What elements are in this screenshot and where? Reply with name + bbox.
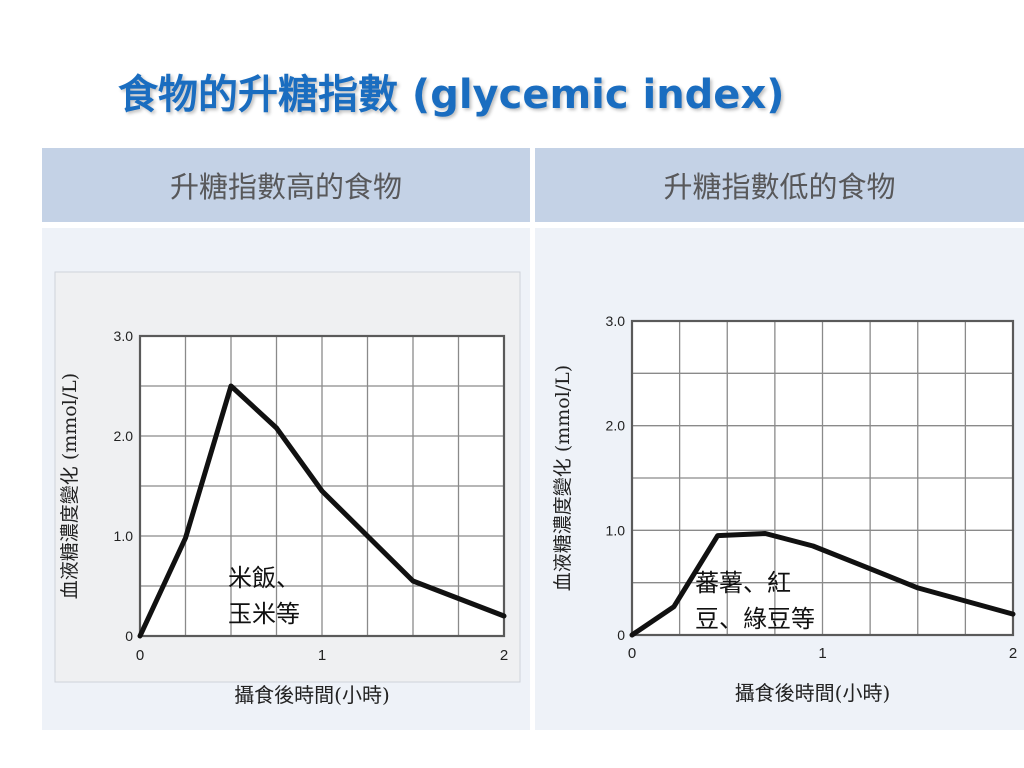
series-line — [137, 383, 507, 639]
y-tick-label: 0 — [617, 627, 625, 643]
y-axis-label: 血液糖濃度變化 (mmol/L) — [59, 373, 81, 599]
slide-title: 食物的升糖指數 (glycemic index) — [118, 72, 785, 118]
y-tick-label: 3.0 — [114, 328, 134, 344]
plot-border — [138, 334, 506, 638]
x-tick-label: 0 — [136, 647, 144, 664]
y-axis-label: 血液糖濃度變化 (mmol/L) — [552, 365, 574, 591]
column-header-low-gi: 升糖指數低的食物 — [535, 148, 1024, 222]
y-tick-label: 0 — [125, 628, 133, 644]
chart-high-gi: 0 1.0 2.0 3.0 0 1 2 血液糖濃度變化 (mmol/L) 攝食後時間(小時) 米飯… — [54, 271, 521, 707]
x-tick-label: 2 — [500, 647, 508, 664]
y-tick-label: 1.0 — [606, 522, 626, 538]
y-tick-label: 2.0 — [606, 418, 626, 434]
x-axis-label: 攝食後時間(小時) — [234, 683, 390, 707]
x-axis-label: 攝食後時間(小時) — [735, 681, 891, 705]
column-header-high-gi: 升糖指數高的食物 — [42, 148, 530, 222]
x-tick-label: 0 — [628, 645, 636, 662]
food-annotation: 米飯、 — [228, 564, 300, 592]
plot-border — [630, 319, 1015, 637]
chart-low-gi: 0 1.0 2.0 3.0 0 1 2 血液糖濃度變化 (mmol/L) 攝食後時間(小時) 蕃薯… — [552, 313, 1017, 705]
x-tick-label: 1 — [818, 645, 826, 662]
food-annotation: 蕃薯、紅 — [695, 569, 791, 597]
y-tick-label: 3.0 — [606, 313, 626, 329]
y-tick-label: 1.0 — [114, 528, 134, 544]
y-tick-label: 2.0 — [114, 428, 134, 444]
x-tick-label: 2 — [1009, 645, 1017, 662]
food-annotation: 豆、綠豆等 — [695, 605, 815, 633]
series-line — [629, 531, 1016, 638]
x-tick-label: 1 — [318, 647, 326, 664]
food-annotation: 玉米等 — [228, 600, 300, 628]
